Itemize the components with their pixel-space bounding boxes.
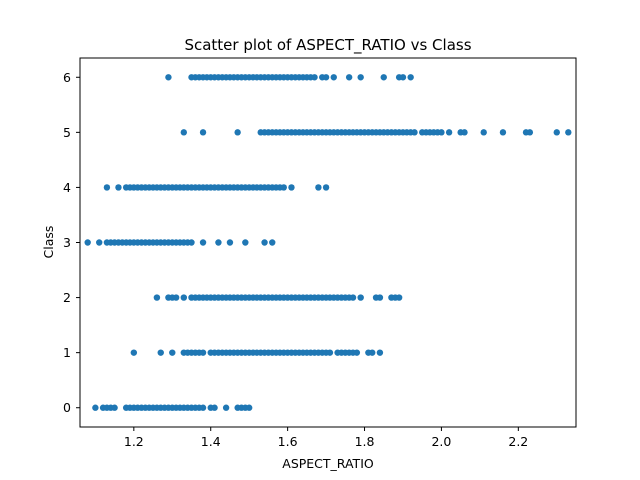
data-point bbox=[526, 129, 534, 136]
x-tick-label: 2.2 bbox=[508, 434, 528, 449]
y-tick-label: 3 bbox=[63, 235, 71, 250]
x-tick-label: 2.0 bbox=[431, 434, 451, 449]
data-point bbox=[380, 74, 387, 81]
data-point bbox=[330, 74, 337, 81]
y-tick-label: 1 bbox=[63, 345, 71, 360]
data-point bbox=[315, 184, 322, 191]
y-tick-label: 0 bbox=[63, 400, 71, 415]
data-point bbox=[311, 74, 318, 81]
data-point bbox=[226, 239, 234, 246]
series-class-1 bbox=[130, 349, 384, 356]
y-axis-title: Class bbox=[41, 226, 56, 259]
data-point bbox=[357, 294, 364, 301]
data-point bbox=[395, 294, 403, 301]
data-point bbox=[349, 294, 357, 301]
series-class-6 bbox=[165, 74, 414, 81]
data-point bbox=[157, 349, 164, 356]
data-point bbox=[369, 349, 376, 356]
data-point bbox=[280, 184, 287, 191]
data-point bbox=[288, 184, 295, 191]
data-point bbox=[180, 294, 188, 301]
series-class-3 bbox=[84, 239, 276, 246]
data-point bbox=[411, 129, 418, 136]
data-point bbox=[553, 129, 560, 136]
data-point bbox=[222, 404, 230, 411]
data-point bbox=[322, 184, 330, 191]
x-axis: 1.2 1.4 1.6 1.8 2.0 2.2 bbox=[124, 427, 528, 449]
data-point bbox=[199, 129, 207, 136]
data-point bbox=[445, 129, 453, 136]
data-point bbox=[103, 184, 111, 191]
x-tick-label: 1.6 bbox=[278, 434, 298, 449]
data-point bbox=[165, 74, 172, 81]
data-point bbox=[407, 74, 414, 81]
data-point bbox=[111, 404, 118, 411]
data-point bbox=[153, 294, 161, 301]
data-point bbox=[172, 294, 180, 301]
data-point bbox=[376, 294, 384, 301]
series-class-2 bbox=[153, 294, 403, 301]
data-point bbox=[245, 404, 253, 411]
data-point bbox=[84, 239, 91, 246]
series-class-0 bbox=[92, 404, 253, 411]
series-class-5 bbox=[180, 129, 572, 136]
data-point bbox=[199, 404, 207, 411]
data-point bbox=[96, 239, 103, 246]
data-point bbox=[242, 239, 249, 246]
data-point bbox=[353, 349, 361, 356]
y-tick-label: 4 bbox=[63, 180, 71, 195]
y-tick-label: 2 bbox=[63, 290, 71, 305]
data-point bbox=[199, 239, 207, 246]
data-point bbox=[438, 129, 445, 136]
data-point bbox=[269, 239, 276, 246]
chart-title: Scatter plot of ASPECT_RATIO vs Class bbox=[184, 36, 471, 55]
data-point bbox=[199, 349, 207, 356]
data-point bbox=[399, 74, 407, 81]
data-point bbox=[345, 74, 353, 81]
data-point bbox=[499, 129, 507, 136]
data-point bbox=[169, 349, 176, 356]
data-point bbox=[130, 349, 138, 356]
data-point bbox=[115, 184, 122, 191]
series-class-4 bbox=[103, 184, 330, 191]
x-axis-title: ASPECT_RATIO bbox=[282, 456, 374, 471]
y-tick-label: 6 bbox=[63, 70, 71, 85]
x-tick-label: 1.4 bbox=[201, 434, 221, 449]
x-tick-label: 1.8 bbox=[355, 434, 375, 449]
data-point bbox=[326, 349, 334, 356]
data-point bbox=[234, 129, 241, 136]
data-point bbox=[480, 129, 487, 136]
data-point bbox=[92, 404, 99, 411]
data-point bbox=[215, 239, 222, 246]
data-point bbox=[376, 349, 384, 356]
data-point bbox=[211, 404, 218, 411]
data-point bbox=[261, 239, 268, 246]
data-point bbox=[461, 129, 468, 136]
data-point bbox=[322, 74, 330, 81]
y-axis: 0 1 2 3 4 5 6 bbox=[63, 70, 80, 415]
data-point bbox=[188, 239, 195, 246]
data-point bbox=[180, 129, 188, 136]
points-layer bbox=[84, 74, 572, 411]
data-point bbox=[357, 74, 364, 81]
data-point bbox=[565, 129, 572, 136]
x-tick-label: 1.2 bbox=[124, 434, 144, 449]
y-tick-label: 5 bbox=[63, 125, 71, 140]
